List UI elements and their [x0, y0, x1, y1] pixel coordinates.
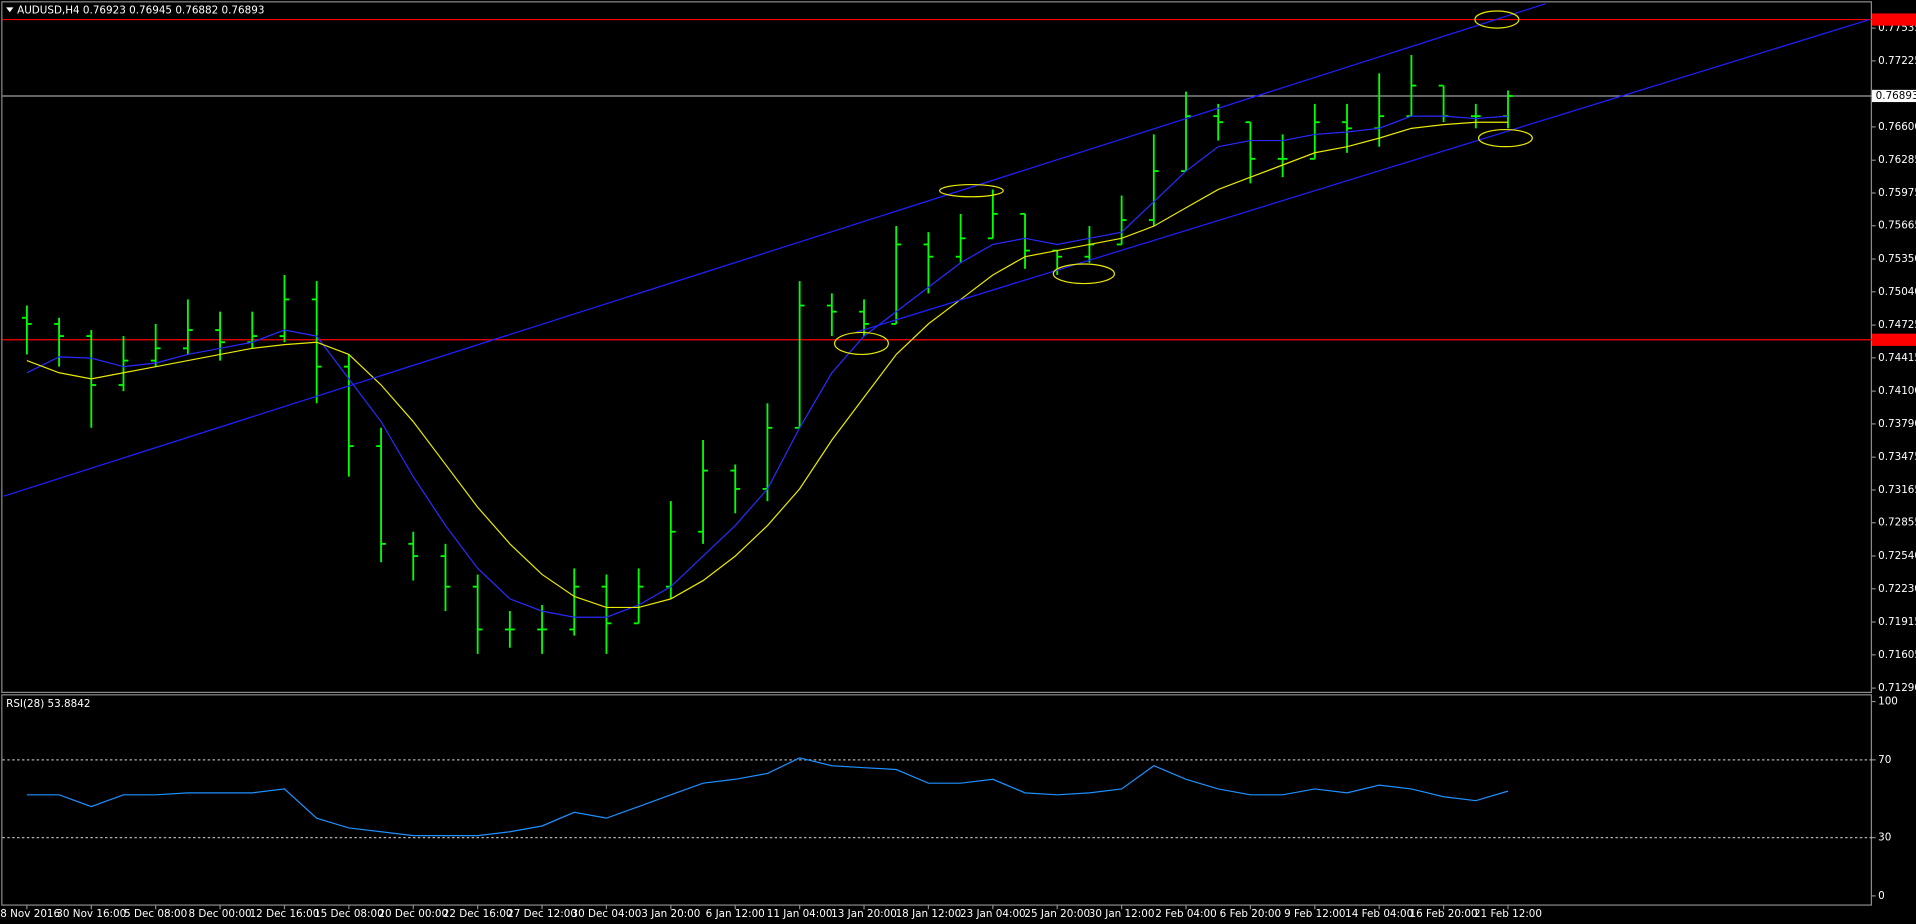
chart-title: AUDUSD,H4 0.76923 0.76945 0.76882 0.7689…: [17, 4, 264, 16]
main-panel-frame: [1, 1, 1873, 693]
y-tick-label: 0.75975: [1878, 187, 1916, 199]
x-tick-label: 9 Feb 12:00: [1284, 908, 1345, 920]
indicator-line: [26, 757, 1509, 837]
y-tick-label: 0.72855: [1878, 517, 1916, 529]
rsi-title: RSI(28) 53.8842: [6, 698, 90, 710]
highlight-ellipse: [939, 183, 1004, 198]
channel-upper: [3, 3, 1546, 497]
highlight-ellipse: [1477, 128, 1533, 148]
channel-lower: [855, 18, 1870, 334]
y-tick-label: 0.71290: [1878, 682, 1916, 694]
highlight-ellipse: [1052, 263, 1116, 285]
current-price-label: 0.76893: [1876, 90, 1916, 102]
x-tick-label: 21 Feb 12:00: [1474, 908, 1542, 920]
x-tick-label: 12 Dec 16:00: [250, 908, 320, 920]
x-tick-label: 22 Dec 16:00: [443, 908, 513, 920]
x-tick-label: 20 Dec 00:00: [378, 908, 448, 920]
x-tick-label: 8 Dec 00:00: [188, 908, 251, 920]
x-tick-label: 30 Nov 16:00: [56, 908, 126, 920]
x-tick-label: 3 Jan 20:00: [641, 908, 700, 920]
y-tick-label: 0.76285: [1878, 154, 1916, 166]
level-price-box: [1872, 13, 1916, 26]
highlight-ellipse: [833, 331, 889, 356]
x-tick-label: 11 Jan 04:00: [767, 908, 833, 920]
y-tick-label: 0.73475: [1878, 451, 1916, 463]
current-price-box: [1872, 89, 1916, 103]
x-tick-label: 14 Feb 04:00: [1345, 908, 1413, 920]
x-tick-label: 30 Jan 12:00: [1089, 908, 1155, 920]
x-tick-label: 2 Feb 04:00: [1155, 908, 1216, 920]
x-tick-label: 6 Jan 12:00: [706, 908, 765, 920]
x-tick-label: 30 Dec 04:00: [572, 908, 642, 920]
y-tick-label: 0.74415: [1878, 352, 1916, 364]
highlight-ellipse: [1474, 10, 1520, 29]
x-tick-label: 18 Jan 12:00: [896, 908, 962, 920]
y-tick-label: 0.73165: [1878, 484, 1916, 496]
y-tick-label: 0.75665: [1878, 220, 1916, 232]
x-tick-label: 28 Nov 2016: [0, 908, 60, 920]
x-tick-label: 6 Feb 20:00: [1220, 908, 1281, 920]
y-tick-label: 0.71605: [1878, 649, 1916, 661]
y-tick-label: 0.77225: [1878, 55, 1916, 67]
drawings: [3, 3, 1870, 497]
level-price-box: [1872, 333, 1916, 346]
y-tick-label: 30: [1878, 832, 1891, 844]
x-tick-label: 23 Jan 04:00: [960, 908, 1026, 920]
x-tick-label: 27 Dec 12:00: [507, 908, 577, 920]
y-tick-label: 0.71915: [1878, 616, 1916, 628]
x-tick-label: 25 Jan 20:00: [1024, 908, 1090, 920]
x-tick-label: 13 Jan 20:00: [831, 908, 897, 920]
y-tick-label: 0.74725: [1878, 319, 1916, 331]
y-tick-label: 100: [1878, 696, 1898, 708]
indicator-line: [26, 115, 1509, 618]
rsi-panel-frame: [1, 694, 1873, 906]
y-tick-label: 0: [1878, 890, 1885, 902]
x-tick-label: 15 Dec 08:00: [314, 908, 384, 920]
x-tick-label: 16 Feb 20:00: [1410, 908, 1478, 920]
y-tick-label: 70: [1878, 754, 1891, 766]
indicator-line: [26, 121, 1508, 609]
x-tick-label: 5 Dec 08:00: [124, 908, 187, 920]
menu-arrow[interactable]: [6, 7, 14, 13]
